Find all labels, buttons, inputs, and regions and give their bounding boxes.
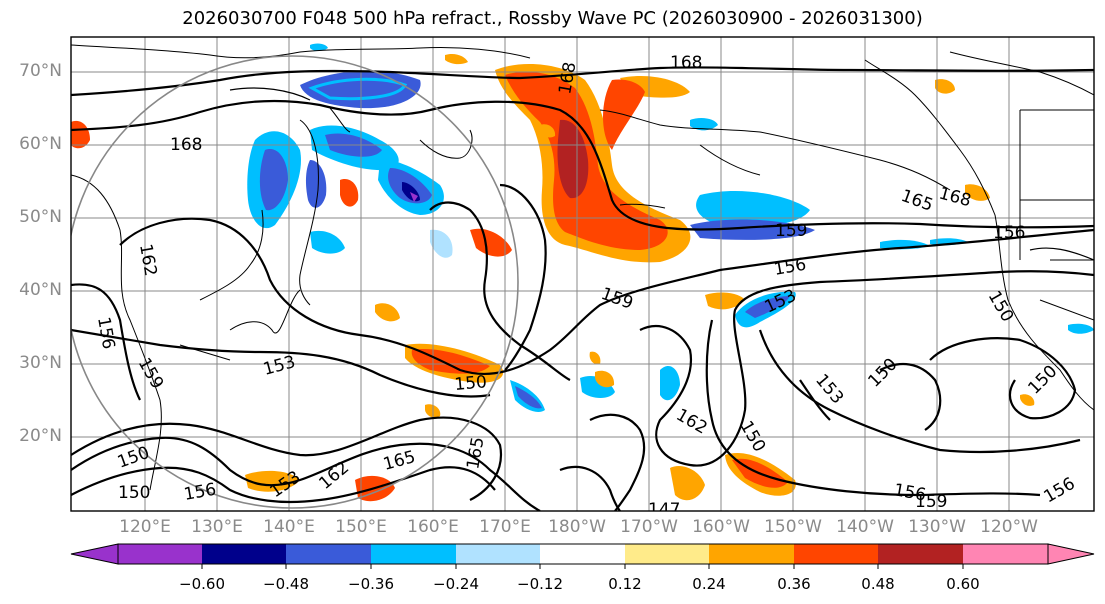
contour-label: 159 (915, 492, 947, 512)
lon-label: 150°E (335, 517, 387, 537)
colorbar (70, 543, 1095, 569)
colorbar-segment (371, 544, 456, 564)
colorbar-tick-label: 0.60 (946, 575, 980, 593)
lon-label: 130°E (191, 517, 243, 537)
colorbar-segment (709, 544, 794, 564)
colorbar-segment (794, 544, 878, 564)
lon-label: 170°E (479, 517, 531, 537)
low-contours (229, 87, 1094, 261)
lat-label: 70°N (19, 61, 62, 81)
colorbar-segment (118, 544, 202, 564)
range-ring (71, 55, 519, 509)
map-border (70, 36, 1095, 512)
colorbar-tick-label: 0.48 (861, 575, 895, 593)
contour-label: 156 (993, 223, 1025, 243)
contour-label: 168 (170, 135, 202, 155)
contour-label: 147 (648, 500, 680, 520)
lon-label: 140°E (263, 517, 315, 537)
lon-label: 140°W (836, 517, 894, 537)
coastlines (71, 44, 1094, 491)
lat-label: 30°N (19, 353, 62, 373)
lon-label: 160°W (692, 517, 750, 537)
lon-label: 150°W (764, 517, 822, 537)
contour-label: 150 (454, 372, 488, 395)
colorbar-tick-label: 0.12 (608, 575, 642, 593)
lat-label: 60°N (19, 134, 62, 154)
map-area: 168 168 168 165 168 159 156 159 153 150 … (71, 37, 1094, 520)
colorbar-tick-label: 0.36 (777, 575, 811, 593)
colorbar-segment (202, 544, 286, 564)
colorbar-tick-label: −0.60 (179, 575, 225, 593)
contour-label: 150 (118, 483, 150, 503)
colorbar-extend-high (1047, 543, 1095, 565)
colorbar-tick-label: −0.48 (263, 575, 309, 593)
lat-label: 50°N (19, 207, 62, 227)
map-title: 2026030700 F048 500 hPa refract., Rossby… (182, 8, 923, 29)
lat-label: 40°N (19, 280, 62, 300)
colorbar-segment (286, 544, 371, 564)
lon-label: 120°E (119, 517, 171, 537)
colorbar-tick-label: −0.36 (348, 575, 394, 593)
lon-label: 130°W (908, 517, 966, 537)
colorbar-segment (540, 544, 625, 564)
colorbar-segment (456, 544, 540, 564)
colorbar-tick-label: 0.24 (692, 575, 726, 593)
contour-label: 168 (670, 53, 702, 73)
lon-label: 170°W (620, 517, 678, 537)
contour-label: 159 (775, 221, 807, 241)
lat-label: 20°N (19, 426, 62, 446)
lon-label: 180°W (548, 517, 606, 537)
height-contours (71, 66, 1094, 511)
graticule (71, 37, 1094, 511)
colorbar-segment (878, 544, 963, 564)
colorbar-segment (963, 544, 1048, 564)
lon-label: 120°W (980, 517, 1038, 537)
colorbar-extend-low (70, 543, 119, 565)
colorbar-tick-label: −0.12 (517, 575, 563, 593)
colorbar-segment (625, 544, 709, 564)
lon-label: 160°E (407, 517, 459, 537)
colorbar-tick-label: −0.24 (433, 575, 479, 593)
